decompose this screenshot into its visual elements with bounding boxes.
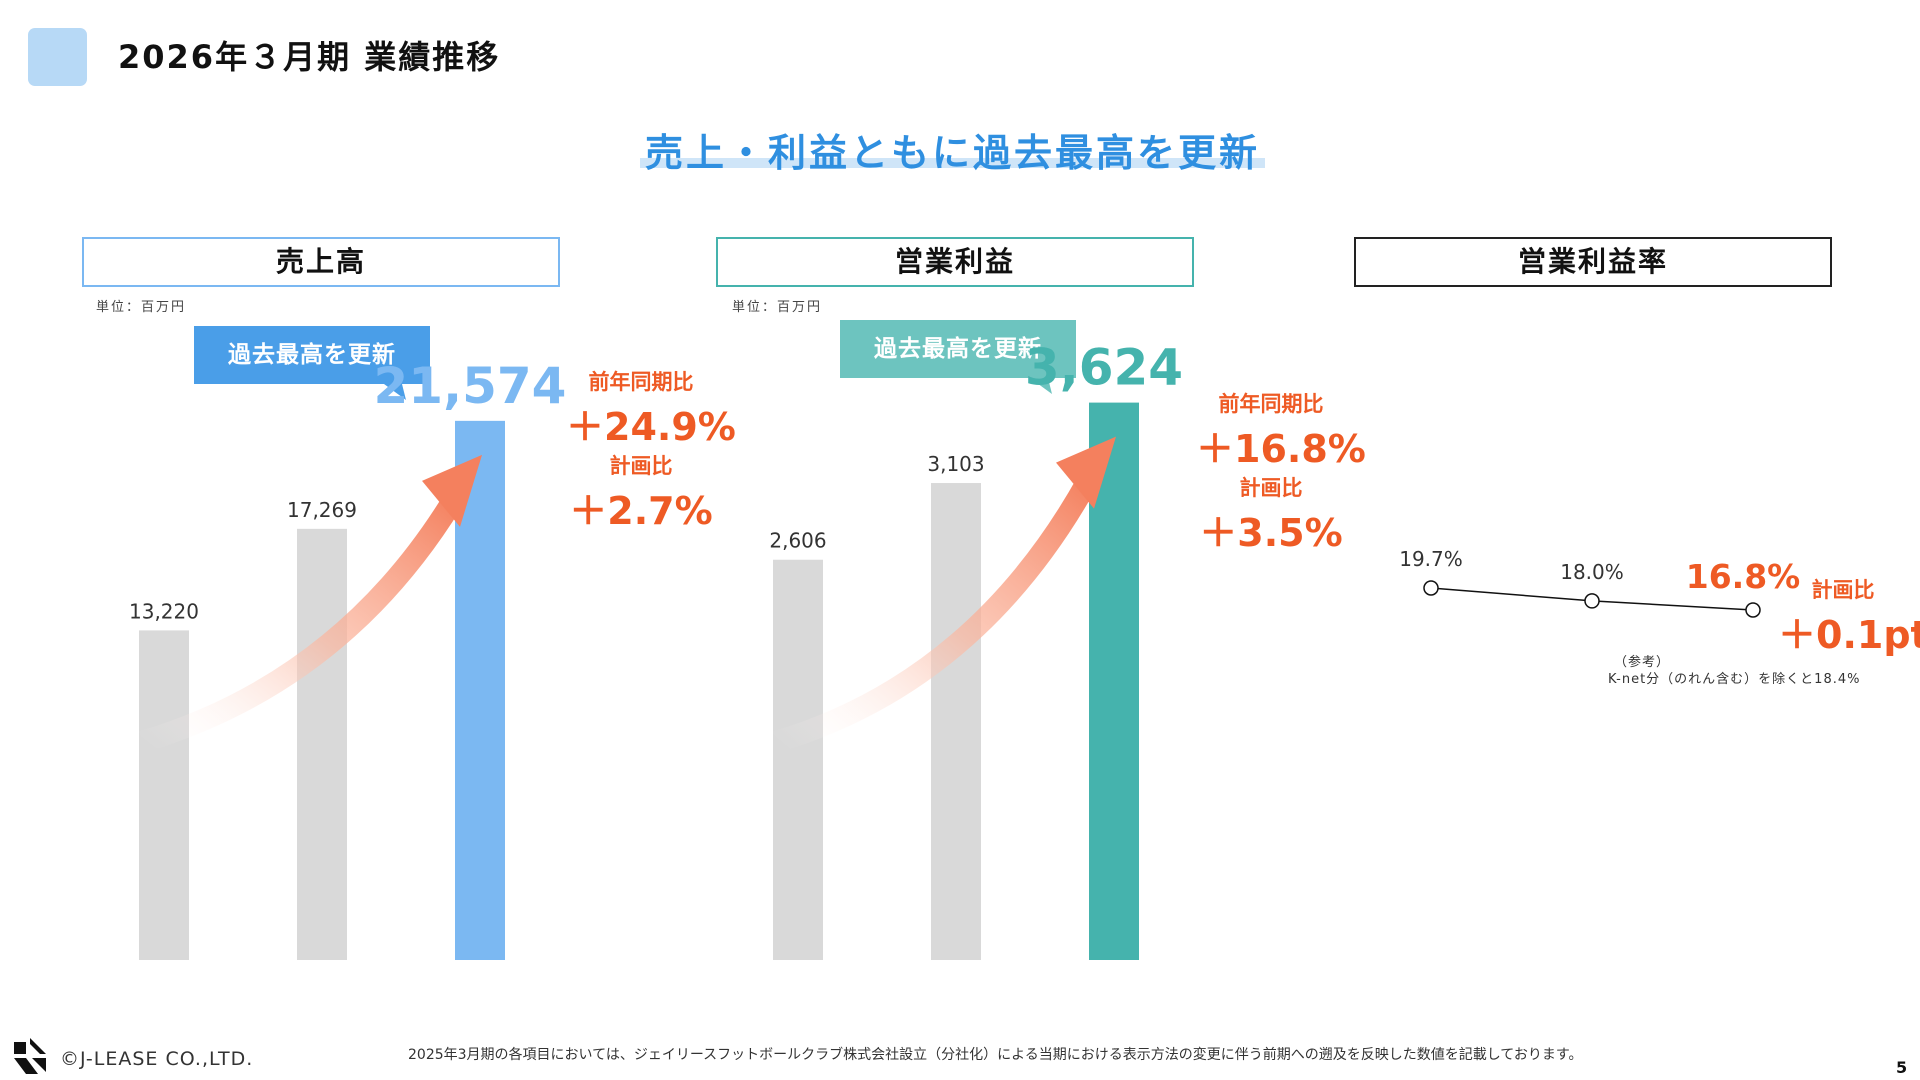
profit-record-callout: 過去最高を更新 [840, 320, 1076, 394]
sales-yoy-block: 前年同期比 ＋24.9% [566, 366, 736, 451]
sales-unit-label: 単位：百万円 [96, 300, 187, 315]
j-lease-logo-icon [14, 1038, 46, 1074]
sales-yoy-label: 前年同期比 [588, 370, 694, 394]
profit-yoy-block: 前年同期比 ＋16.8% [1196, 388, 1366, 473]
margin-point-1 [1423, 580, 1439, 596]
profit-value-label-1: 2,606 [769, 529, 826, 553]
sales-callout-text: 過去最高を更新 [228, 342, 396, 368]
sales-plan-label: 計画比 [609, 454, 673, 478]
profit-bar-2 [931, 483, 981, 960]
profit-plan-block: 計画比 ＋3.5% [1196, 472, 1346, 557]
headline: 売上・利益ともに過去最高を更新 [644, 131, 1260, 175]
sales-value-label-1: 13,220 [129, 599, 199, 623]
margin-reference-note: （参考） K-net分（のれん含む）を除くと18.4% [1608, 654, 1908, 688]
profit-plan-value: ＋3.5% [1199, 511, 1343, 555]
headline-underline [640, 158, 1265, 168]
sales-yoy-value: ＋24.9% [566, 405, 736, 449]
copyright: ©J-LEASE CO.,LTD. [60, 1048, 254, 1070]
margin-value-label-2: 18.0% [1560, 560, 1624, 584]
profit-plan-label: 計画比 [1239, 476, 1303, 500]
sales-bar-1 [139, 630, 189, 960]
sales-growth-arrow [138, 454, 482, 753]
sales-plan-block: 計画比 ＋2.7% [566, 450, 716, 535]
page-title: 2026年３月期 業績推移 [118, 38, 501, 76]
margin-reference-text: K-net分（のれん含む）を除くと18.4% [1608, 672, 1861, 687]
sales-plan-value: ＋2.7% [569, 489, 713, 533]
profit-bar-1 [773, 559, 823, 960]
profit-unit-label: 単位：百万円 [732, 300, 823, 315]
sales-bar-2 [297, 528, 347, 960]
profit-callout-text: 過去最高を更新 [874, 336, 1042, 362]
margin-plan-value: ＋0.1pt [1778, 613, 1920, 657]
margin-panel-title: 営業利益率 [1354, 237, 1832, 287]
sales-value-label-3: 21,574 [374, 357, 567, 415]
margin-reference-title: （参考） [1613, 655, 1670, 670]
sales-value-label-2: 17,269 [287, 498, 357, 522]
margin-point-3 [1745, 602, 1761, 618]
margin-value-label-1: 19.7% [1399, 547, 1463, 571]
margin-plan-block: 計画比 ＋0.1pt [1778, 574, 1920, 659]
profit-growth-arrow [772, 436, 1116, 753]
profit-value-label-3: 3,624 [1025, 339, 1183, 397]
margin-chart: 19.7%2024年3月期18.0%2025年3月期16.8%2026年3月期 [1399, 547, 1801, 618]
sales-record-callout: 過去最高を更新 [194, 326, 430, 400]
page-marker-square [28, 28, 87, 86]
sales-panel-title: 売上高 [82, 237, 560, 287]
profit-value-label-2: 3,103 [927, 452, 984, 476]
profit-yoy-label: 前年同期比 [1218, 392, 1324, 416]
footnote: 2025年3月期の各項目においては、ジェイリースフットボールクラブ株式会社設立（… [408, 1047, 1583, 1063]
margin-value-label-3: 16.8% [1686, 557, 1801, 596]
sales-title-text: 売上高 [275, 245, 366, 278]
sales-callout-shape [194, 326, 430, 400]
sales-chart: 13,2202024年3月期17,2692025年3月期21,5742026年3… [129, 357, 567, 960]
profit-panel-title: 営業利益 [716, 237, 1194, 287]
profit-title-text: 営業利益 [894, 245, 1015, 278]
profit-chart: 2,6062024年3月期3,1032025年3月期3,6242026年3月期 [769, 339, 1183, 960]
page-number: 5 [1896, 1058, 1908, 1077]
margin-point-2 [1584, 593, 1600, 609]
profit-callout-shape [840, 320, 1076, 394]
margin-plan-label: 計画比 [1811, 578, 1875, 602]
profit-yoy-value: ＋16.8% [1196, 427, 1366, 471]
margin-title-text: 営業利益率 [1517, 245, 1668, 278]
